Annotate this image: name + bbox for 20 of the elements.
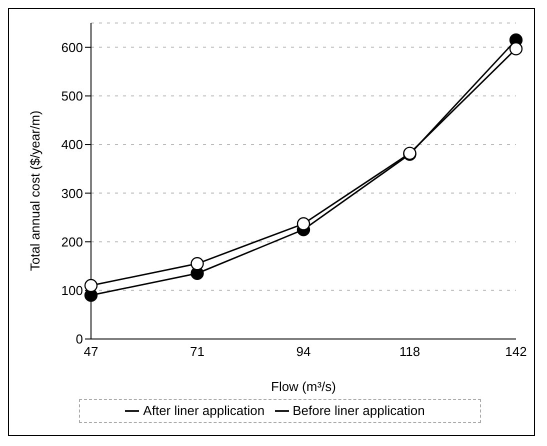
x-tick-label: 118 xyxy=(399,344,420,360)
x-axis-title: Flow (m³/s) xyxy=(271,379,336,394)
y-tick-label: 0 xyxy=(76,332,83,347)
legend-label: After liner application xyxy=(143,403,265,418)
point xyxy=(509,42,523,56)
y-tick-label: 600 xyxy=(61,40,83,55)
y-tick-label: 200 xyxy=(61,234,83,250)
y-tick-label: 100 xyxy=(61,283,83,298)
point xyxy=(296,217,310,230)
x-tick-label: 71 xyxy=(190,344,204,360)
y-tick-label: 500 xyxy=(61,88,83,104)
y-axis-title: Total annual cost ($/year/m) xyxy=(28,110,43,271)
y-tick-label: 400 xyxy=(61,137,83,152)
point xyxy=(190,257,204,270)
point xyxy=(84,278,98,292)
y-tick-label: 300 xyxy=(61,186,83,201)
x-tick-label: 47 xyxy=(84,344,98,360)
legend-label: Before liner application xyxy=(292,403,425,418)
x-tick-label: 94 xyxy=(296,344,311,360)
x-tick-label: 142 xyxy=(505,344,527,360)
